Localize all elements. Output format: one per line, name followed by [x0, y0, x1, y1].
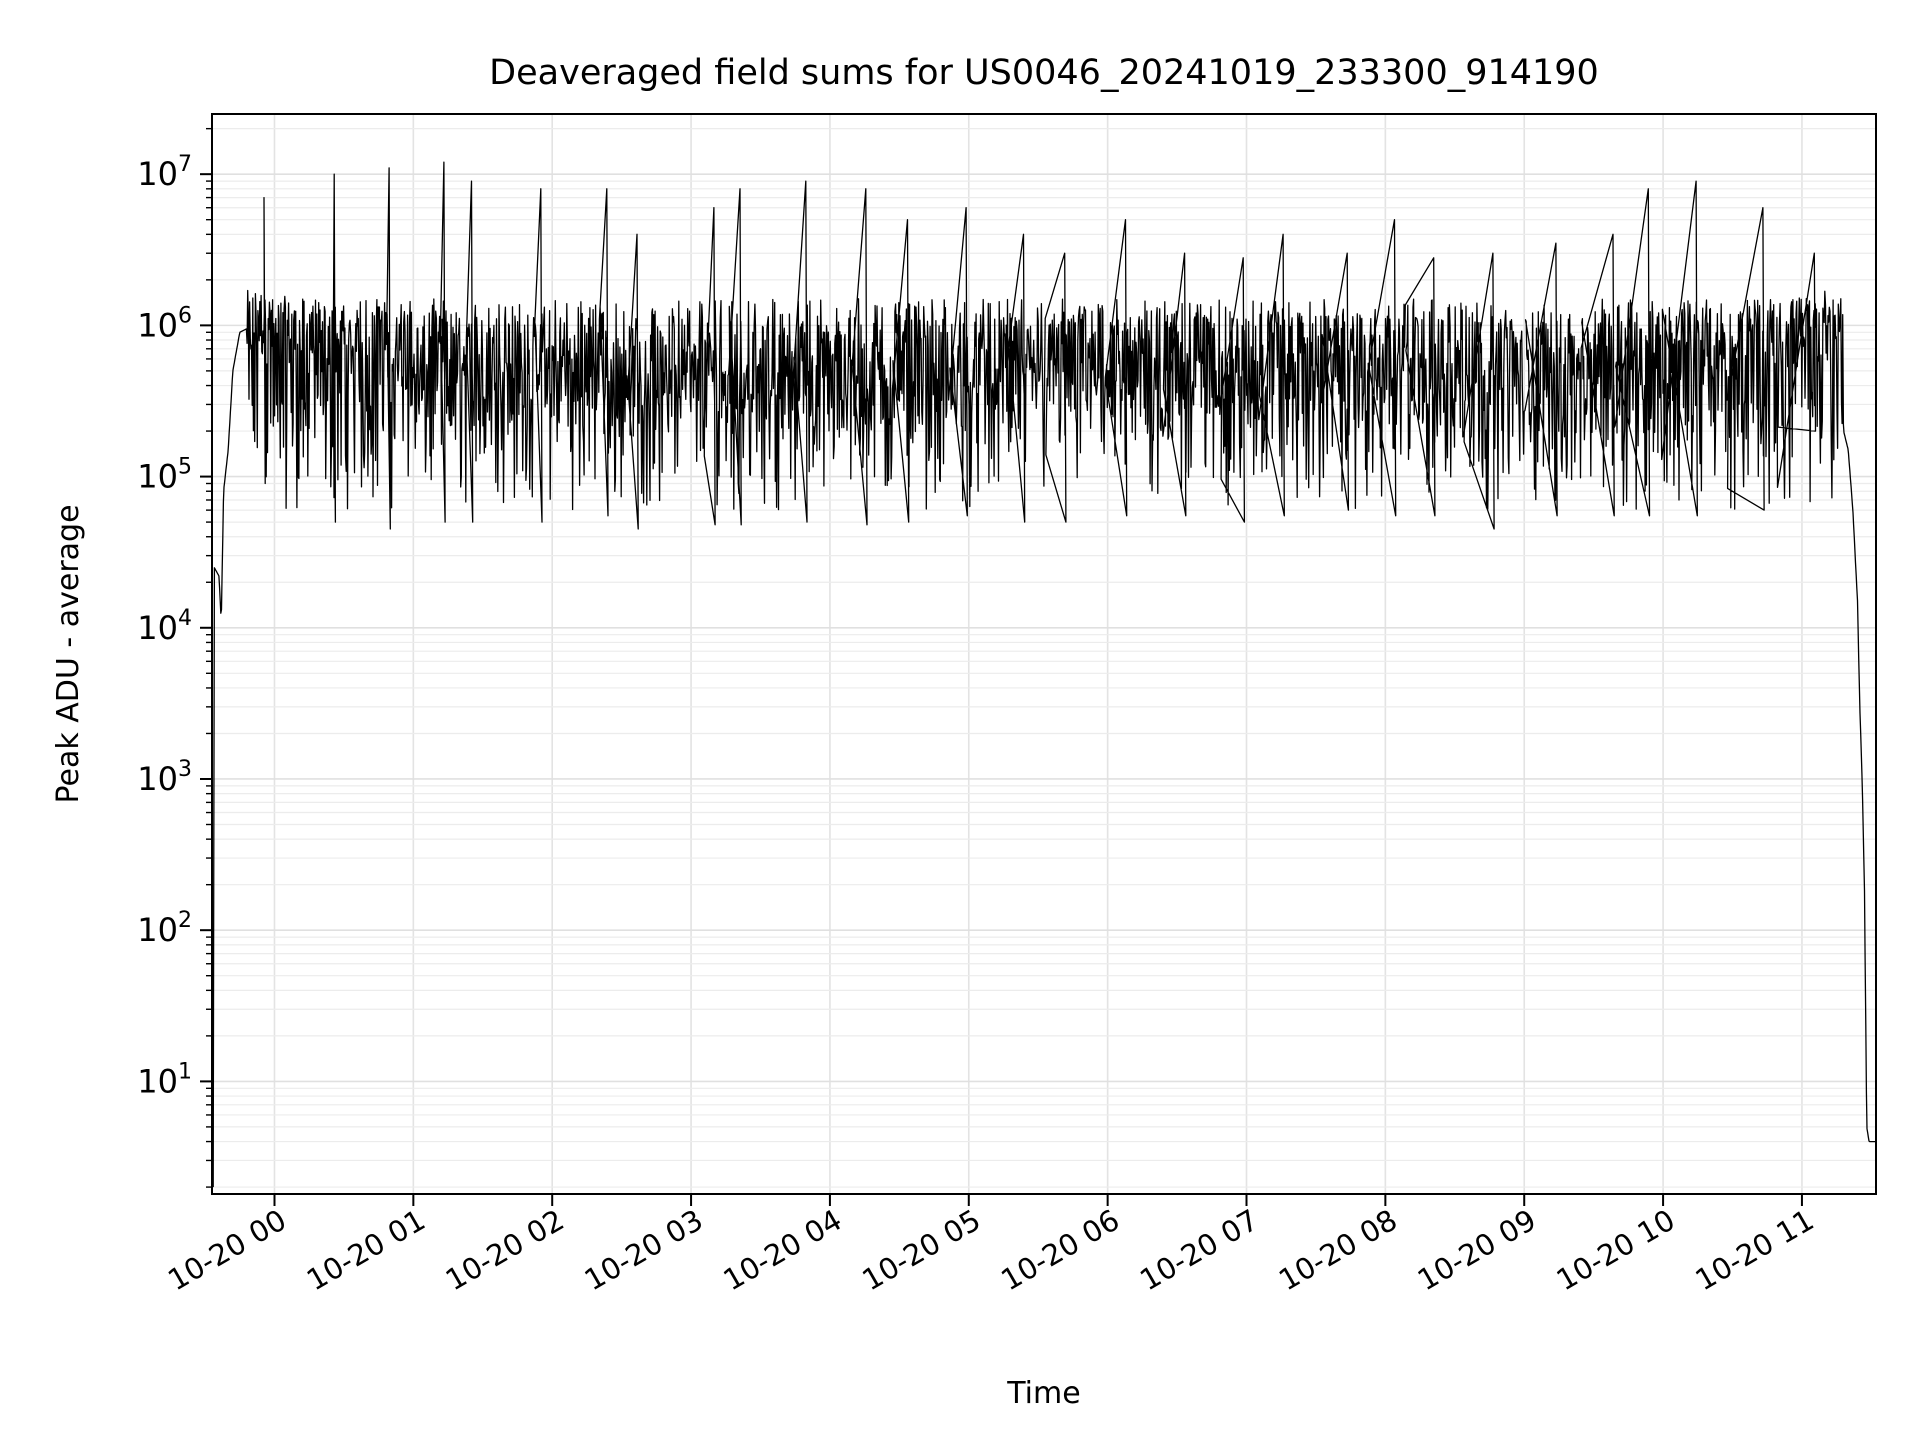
- data-line: [212, 161, 1877, 1188]
- y-tick-label: 106: [137, 303, 192, 344]
- chart-title: Deaveraged field sums for US0046_2024101…: [489, 53, 1599, 93]
- y-tick-label: 104: [137, 606, 192, 647]
- y-axis-label: Peak ADU - average: [51, 504, 86, 803]
- y-tick-label: 101: [137, 1059, 192, 1100]
- y-tick-label: 107: [137, 152, 192, 193]
- y-tick-label: 105: [137, 455, 192, 496]
- axes-frame: [211, 113, 1877, 1195]
- y-tick-label: 103: [137, 757, 192, 798]
- plot-area: [212, 161, 1877, 1188]
- y-tick-label: 102: [137, 908, 192, 949]
- grid: [212, 114, 1876, 1194]
- x-axis-label: Time: [1006, 1376, 1080, 1411]
